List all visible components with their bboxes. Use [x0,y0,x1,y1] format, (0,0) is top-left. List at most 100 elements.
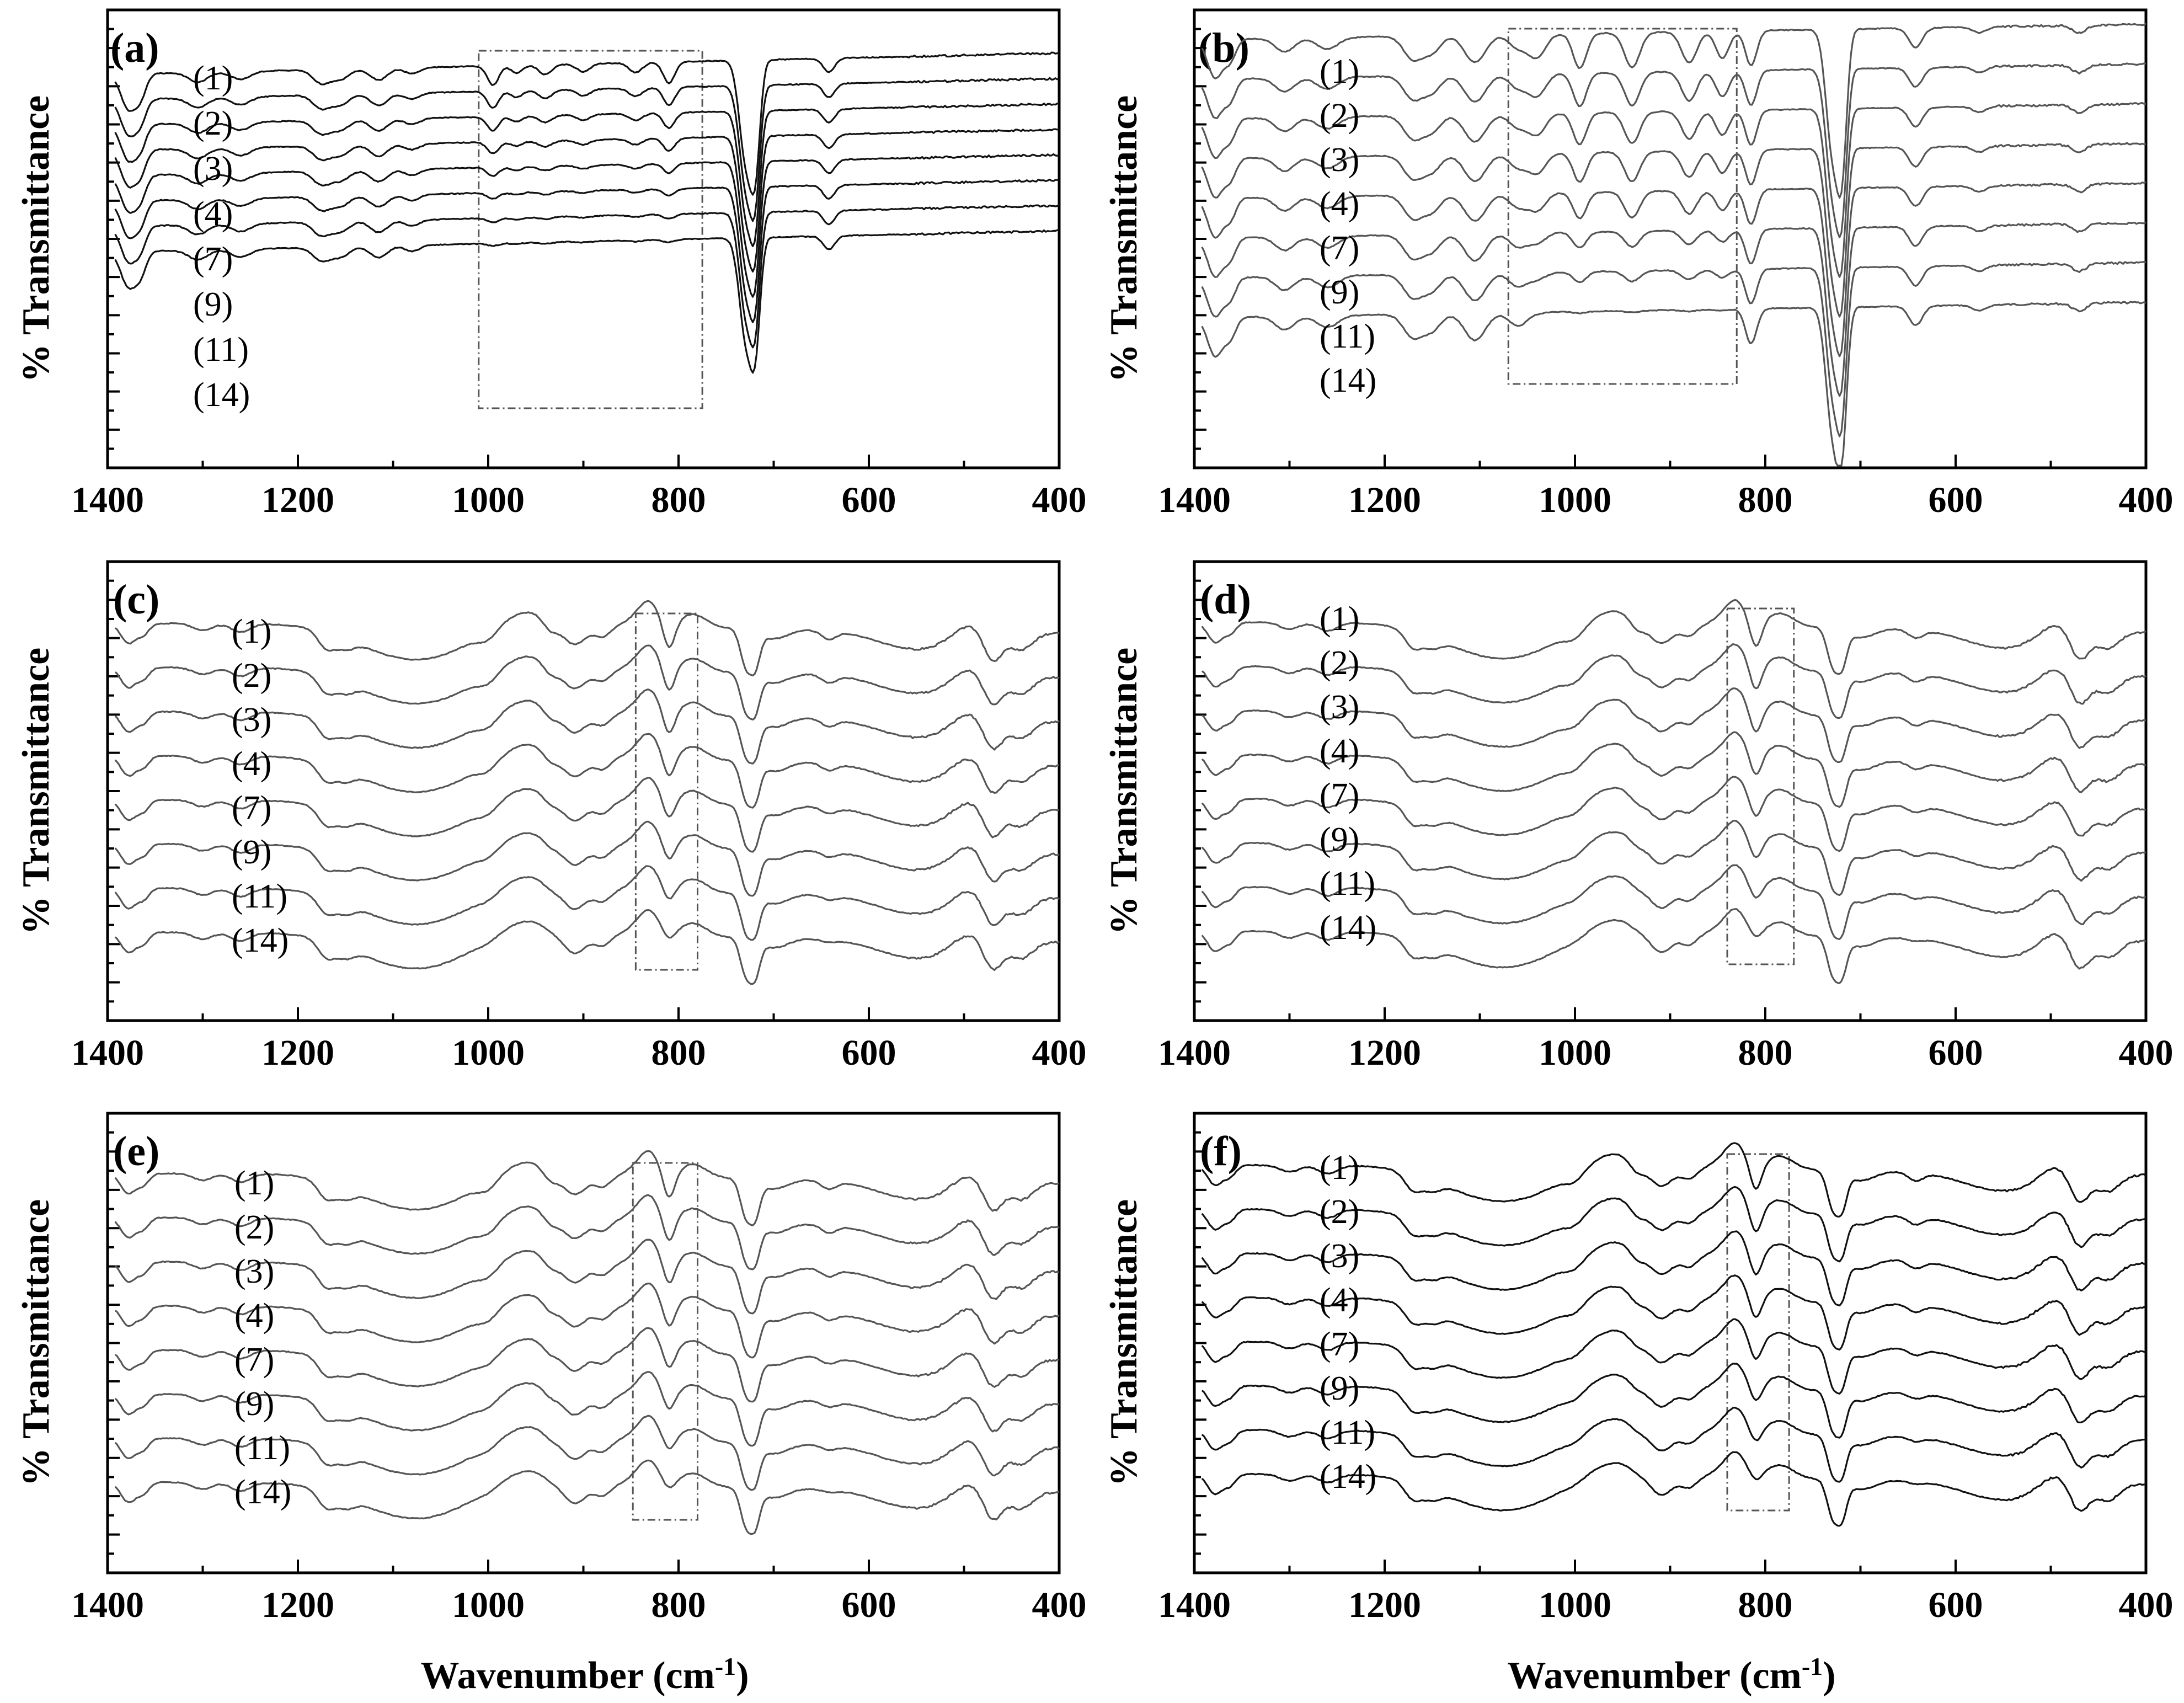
series-label: (14) [1320,1458,1376,1496]
highlight-region [1507,28,1738,385]
spectrum-trace [114,128,1060,273]
x-tick-label: 1400 [1158,1585,1231,1625]
spectrum-trace [114,644,1060,720]
highlight-region [1726,1153,1790,1512]
series-label: (2) [1320,644,1359,682]
series-label: (11) [1320,318,1375,355]
x-tick-label: 800 [652,1585,706,1625]
series-label: (9) [1320,1370,1359,1407]
x-tick-label: 1400 [71,1033,144,1073]
x-tick-label: 1000 [1539,1033,1611,1073]
series-label: (14) [232,922,289,959]
x-tick-label: 800 [1738,1585,1793,1625]
spectrum-trace [1201,142,2146,318]
y-axis-label: % Transmittance [1103,95,1145,382]
spectrum-trace [114,1194,1060,1270]
series-label: (3) [193,150,233,188]
x-tick-label: 800 [652,1033,706,1073]
spectrum-trace [114,77,1060,222]
spectrum-trace [114,204,1060,349]
x-tick-label: 1000 [1539,480,1611,520]
spectrum-trace [1201,819,2146,896]
series-label: (4) [193,195,233,233]
spectrum-trace [114,1414,1060,1491]
series-label: (3) [1320,688,1359,726]
spectrum-trace [1201,23,2146,199]
series-label: (3) [234,1253,274,1290]
x-tick-label: 1200 [261,480,334,520]
spectrum-trace [114,1282,1060,1359]
y-axis-label: % Transmittance [1103,1199,1145,1486]
series-label: (11) [193,331,249,369]
spectrum-trace [1201,776,2146,852]
spectrum-trace [114,777,1060,853]
series-label: (9) [234,1385,274,1423]
panel-f: (f) % Transmittance 1400 1200 1000 800 600 40… [1103,1112,2174,1625]
series-label: (2) [1320,97,1359,135]
series-label: (7) [234,1341,274,1379]
spectrum-trace [114,1371,1060,1447]
x-tick-label: 1000 [1539,1585,1611,1625]
series-label: (2) [234,1209,274,1246]
spectrum-trace [1201,102,2146,278]
series-label: (1) [234,1165,274,1202]
plot-frame [106,8,1061,469]
series-label: (7) [1320,229,1359,267]
x-tick-label: 600 [842,480,896,520]
spectrum-trace [1201,1274,2146,1350]
spectrum-trace [114,909,1060,985]
spectrum-trace [1201,301,2146,467]
panel-e: (e) % Transmittance 1400 1200 1000 800 600 40… [15,1112,1087,1625]
spectrum-trace [1201,864,2146,940]
spectrum-trace [1201,1142,2147,1218]
series-label: (1) [1320,600,1359,638]
series-label: (4) [1320,185,1359,223]
x-tick-label: 1200 [1348,1585,1421,1625]
series-label: (9) [1320,274,1359,311]
y-axis-label: % Transmittance [15,648,57,935]
y-axis-label: % Transmittance [15,95,57,382]
x-tick-label: 600 [1929,1585,1983,1625]
series-label: (9) [232,834,271,871]
spectrum-trace [114,102,1060,247]
series-label: (2) [232,657,271,695]
panel-letter: (f) [1200,1128,1242,1175]
spectrum-trace [114,153,1060,298]
x-tick-label: 600 [1929,1033,1983,1073]
spectrum-trace [1201,62,2146,238]
spectrum-trace [114,1459,1060,1535]
x-tick-label: 1200 [261,1585,334,1625]
panel-a: (a) % Transmittance 1400 1200 1000 800 600 40… [15,8,1087,520]
x-tick-label: 1200 [1348,480,1421,520]
x-tick-label: 400 [1032,480,1087,520]
panel-b: (b) % Transmittance 1400 1200 1000 800 600 40… [1103,8,2174,520]
x-tick-label: 1200 [261,1033,334,1073]
series-label: (14) [193,376,250,414]
series-label: (4) [232,745,271,783]
series-label: (11) [1320,865,1375,903]
series-label: (14) [234,1474,291,1511]
x-tick-label: 1200 [1348,1033,1421,1073]
x-tick-label: 1000 [452,1033,525,1073]
spectrum-trace [114,1327,1060,1403]
y-axis-label-text: % Transmittance [15,95,57,382]
panel-letter: (b) [1198,25,1249,71]
spectrum-trace [1201,1186,2146,1263]
panel-d: (d) % Transmittance 1400 1200 1000 800 600 40… [1103,560,2174,1073]
series-label: (2) [193,105,233,142]
series-label: (7) [1320,777,1359,814]
spectrum-trace [114,1238,1060,1315]
spectrum-trace [114,1150,1060,1226]
series-label: (11) [234,1429,290,1467]
x-tick-label: 1000 [452,480,525,520]
spectrum-trace [1201,1363,2147,1439]
spectrum-trace [1201,643,2146,719]
x-tick-label: 1400 [1158,1033,1231,1073]
panel-letter: (d) [1200,576,1251,623]
spectrum-trace [114,688,1060,765]
series-label: (2) [1320,1193,1359,1231]
series-label: (3) [1320,141,1359,179]
highlight-region [478,50,703,409]
spectrum-trace [1201,687,2146,763]
